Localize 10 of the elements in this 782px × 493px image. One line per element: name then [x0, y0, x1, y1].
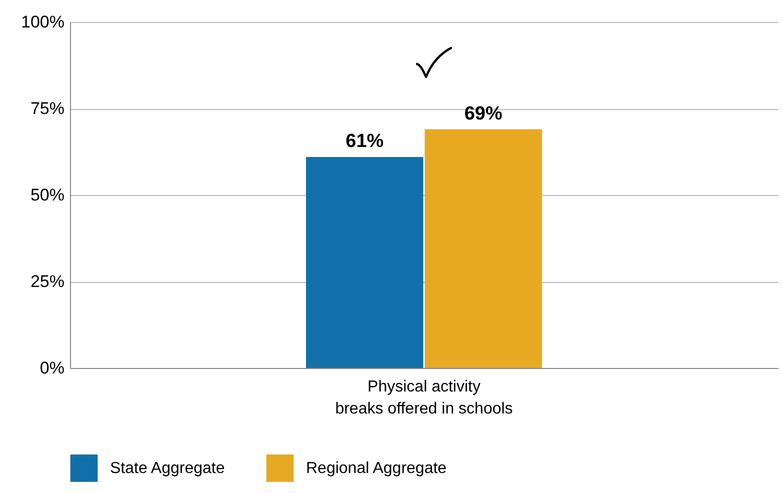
y-tick-label: 25%	[30, 272, 64, 291]
x-tick-label: Physical activity breaks offered in schools	[335, 378, 513, 418]
y-tick-label: 100%	[21, 12, 64, 32]
legend-label: State Aggregate	[110, 460, 225, 478]
y-tick-label: 0%	[40, 358, 64, 378]
text: 61%	[346, 130, 384, 152]
text: 69%	[464, 103, 502, 124]
legend-label: Regional Aggregate	[306, 460, 447, 478]
y-tick-label: 75%	[30, 99, 64, 118]
y-tick-label: 50%	[30, 186, 64, 204]
